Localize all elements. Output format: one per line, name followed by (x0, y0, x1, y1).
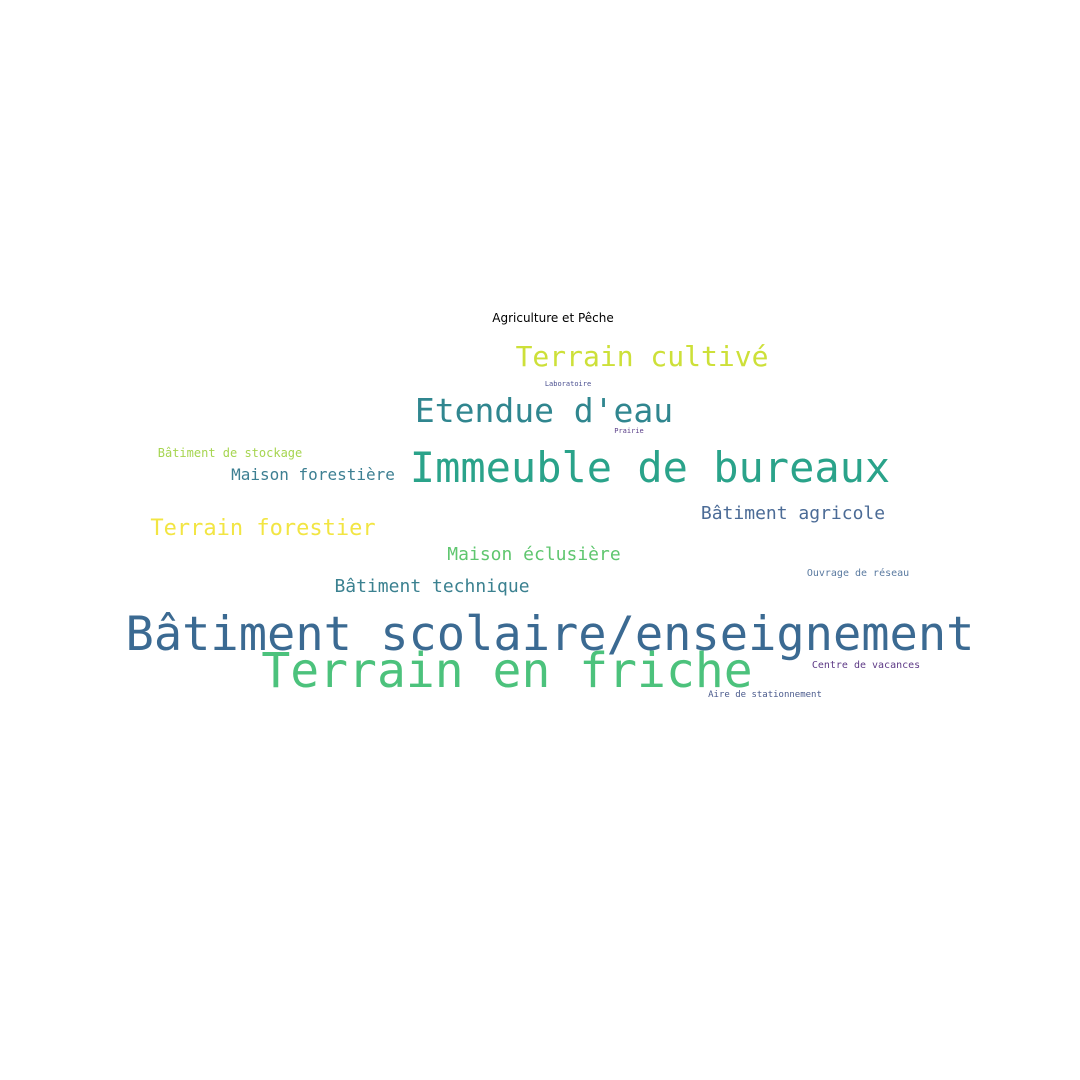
word-aire-de-stationnement: Aire de stationnement (708, 690, 822, 700)
word-terrain-forestier: Terrain forestier (150, 516, 376, 541)
word-maison-forestiere: Maison forestière (231, 465, 395, 484)
word-batiment-scolaire: Bâtiment scolaire/enseignement (125, 607, 975, 662)
word-centre-de-vacances: Centre de vacances (811, 660, 921, 671)
word-prairie: Prairie (614, 427, 644, 435)
word-terrain-cultive: Terrain cultivé (515, 340, 769, 373)
word-batiment-de-stockage: Bâtiment de stockage (157, 446, 303, 460)
chart-title: Agriculture et Pêche (492, 311, 614, 325)
word-batiment-technique: Bâtiment technique (334, 576, 530, 597)
word-terrain-en-friche: Terrain en friche (261, 643, 753, 699)
word-immeuble-de-bureaux: Immeuble de bureaux (409, 443, 891, 492)
word-etendue-d-eau: Etendue d'eau (414, 391, 674, 430)
word-laboratoire: Laboratoire (544, 380, 592, 388)
word-maison-eclusiere: Maison éclusière (447, 544, 621, 565)
word-ouvrage-de-reseau: Ouvrage de réseau (806, 568, 910, 579)
word-batiment-agricole: Bâtiment agricole (700, 503, 886, 524)
